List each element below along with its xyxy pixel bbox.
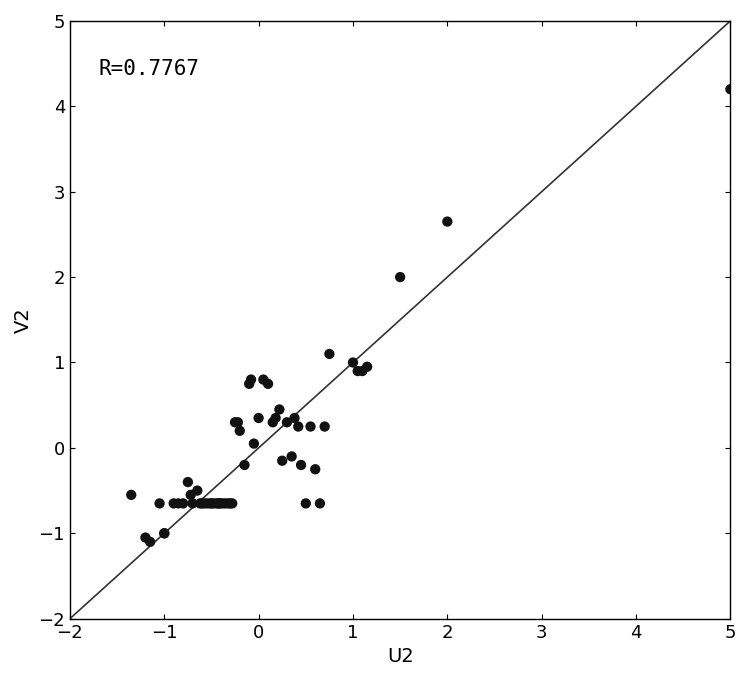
Point — [309, 464, 321, 475]
Point — [238, 460, 250, 471]
Point — [154, 498, 166, 509]
Point — [177, 498, 189, 509]
Point — [286, 451, 298, 462]
Point — [140, 532, 152, 543]
X-axis label: U2: U2 — [387, 647, 413, 666]
Point — [213, 498, 225, 509]
Text: R=0.7767: R=0.7767 — [98, 59, 200, 80]
Point — [289, 413, 301, 424]
Point — [194, 498, 206, 509]
Point — [300, 498, 312, 509]
Point — [144, 537, 156, 547]
Point — [168, 498, 180, 509]
Point — [158, 528, 170, 539]
Point — [184, 490, 196, 500]
Point — [361, 361, 373, 372]
Point — [319, 421, 331, 432]
Point — [314, 498, 326, 509]
Point — [224, 498, 236, 509]
Y-axis label: V2: V2 — [14, 307, 33, 333]
Point — [253, 413, 265, 424]
Point — [274, 404, 286, 415]
Point — [243, 378, 255, 389]
Point — [323, 349, 335, 360]
Point — [295, 460, 307, 471]
Point — [248, 438, 260, 449]
Point — [267, 417, 279, 428]
Point — [441, 216, 453, 227]
Point — [172, 498, 184, 509]
Point — [182, 477, 194, 488]
Point — [187, 498, 199, 509]
Point — [196, 498, 208, 509]
Point — [724, 84, 736, 95]
Point — [257, 374, 269, 385]
Point — [223, 498, 235, 509]
Point — [210, 498, 222, 509]
Point — [356, 366, 368, 377]
Point — [191, 485, 203, 496]
Point — [198, 498, 210, 509]
Point — [292, 421, 304, 432]
Point — [276, 456, 288, 466]
Point — [203, 498, 215, 509]
Point — [269, 413, 281, 424]
Point — [215, 498, 227, 509]
Point — [201, 498, 213, 509]
Point — [234, 426, 246, 437]
Point — [206, 498, 218, 509]
Point — [229, 417, 241, 428]
Point — [304, 421, 316, 432]
Point — [352, 366, 364, 377]
Point — [281, 417, 293, 428]
Point — [220, 498, 232, 509]
Point — [158, 528, 170, 539]
Point — [207, 498, 219, 509]
Point — [212, 498, 224, 509]
Point — [262, 378, 274, 389]
Point — [232, 417, 244, 428]
Point — [217, 498, 229, 509]
Point — [394, 271, 406, 282]
Point — [245, 374, 257, 385]
Point — [226, 498, 238, 509]
Point — [125, 490, 137, 500]
Point — [347, 357, 359, 368]
